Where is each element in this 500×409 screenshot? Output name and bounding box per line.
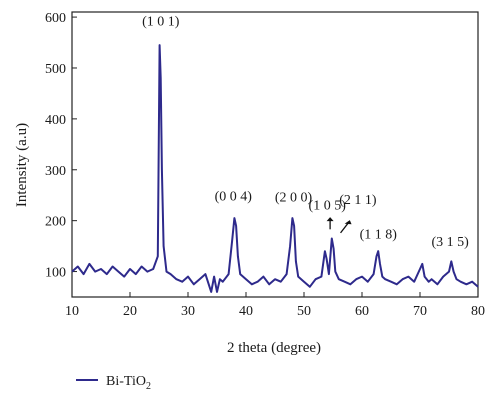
peak-label: (2 0 0) <box>275 190 313 205</box>
plot-frame <box>71 11 479 298</box>
x-tick-label: 40 <box>239 304 253 319</box>
arrow-105-head <box>326 217 334 222</box>
peak-label: (1 0 5) <box>309 198 347 213</box>
y-tick-label: 200 <box>45 215 66 230</box>
x-tick-label: 30 <box>181 304 195 319</box>
legend-label-subscript: 2 <box>146 381 151 392</box>
ticks: 10 20 30 40 50 60 70 80 100 200 300 400 500 600 <box>45 11 485 319</box>
y-tick-label: 600 <box>45 11 66 26</box>
peak-label: (1 0 1) <box>142 15 180 30</box>
arrow-211-head <box>344 220 352 225</box>
legend-label-main: Bi-TiO <box>106 374 146 389</box>
series-line <box>71 44 479 293</box>
x-tick-label: 50 <box>297 304 311 319</box>
peak-label: (2 1 1) <box>339 193 377 208</box>
peak-label: (0 0 4) <box>215 189 253 204</box>
peak-annotations: (1 0 1) (0 0 4) (2 0 0)(1 0 5)(2 1 1) (1 1 … <box>142 15 469 250</box>
x-tick-label: 80 <box>471 304 485 319</box>
legend-label: Bi-TiO2 <box>106 374 151 392</box>
axes <box>71 11 479 298</box>
x-tick-label: 20 <box>123 304 137 319</box>
series-group <box>71 44 479 293</box>
y-axis-label: Intensity (a.u) <box>14 123 30 207</box>
x-axis-label: 2 theta (degree) <box>227 340 321 356</box>
y-tick-label: 300 <box>45 164 66 179</box>
y-tick-label: 500 <box>45 62 66 77</box>
x-tick-label: 10 <box>65 304 79 319</box>
y-tick-label: 100 <box>45 266 66 281</box>
arrow-211-line <box>340 222 349 234</box>
x-tick-label: 60 <box>355 304 369 319</box>
x-tick-label: 70 <box>413 304 427 319</box>
legend: Bi-TiO2 <box>76 374 151 392</box>
y-tick-label: 400 <box>45 113 66 128</box>
peak-label: (3 1 5) <box>431 235 469 250</box>
peak-label: (1 1 8) <box>360 227 398 242</box>
